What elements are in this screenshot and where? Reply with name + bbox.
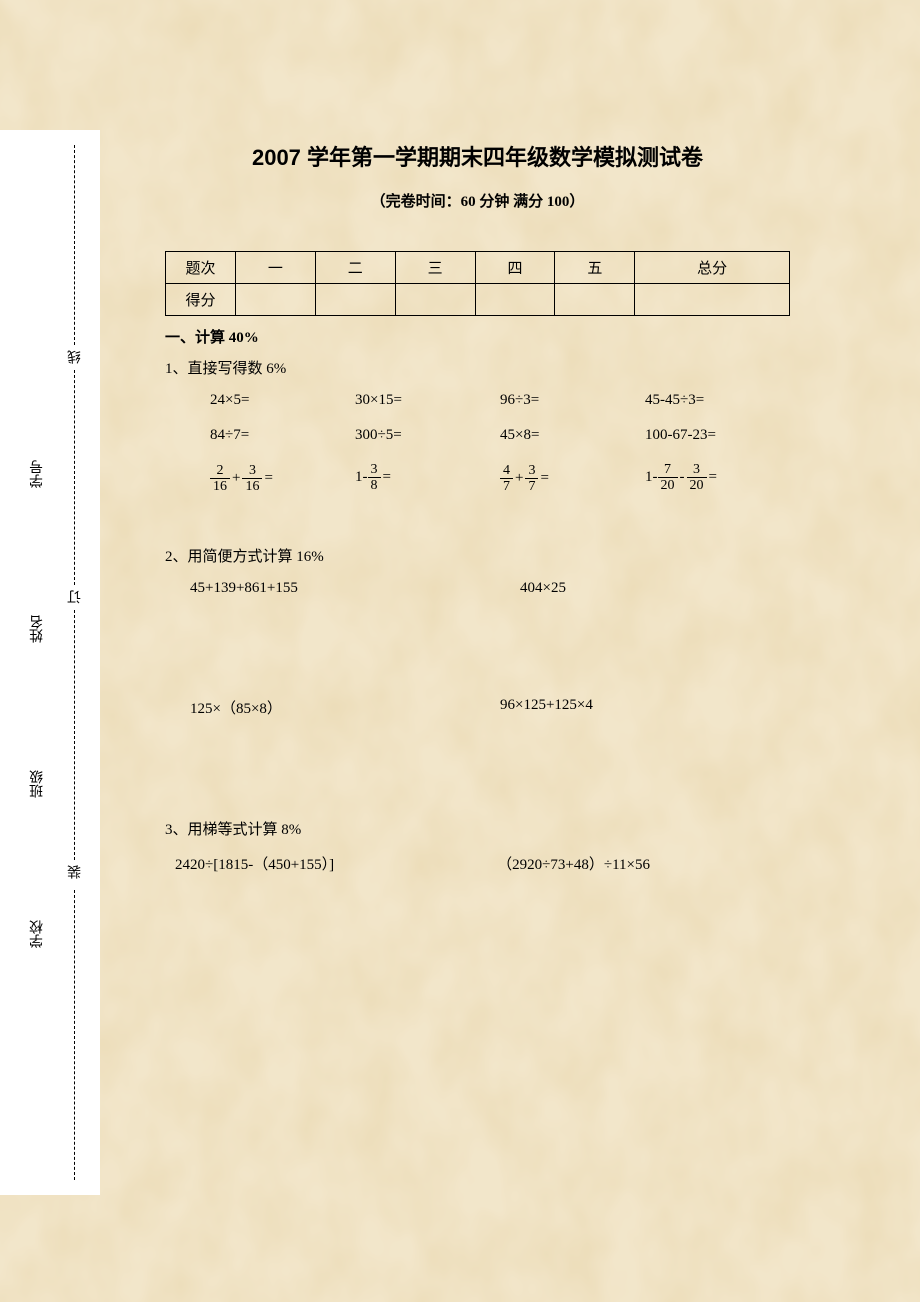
score-th-6: 总分 — [635, 252, 790, 284]
q2-p2-a: 125×（85×8） — [190, 697, 480, 718]
score-cell-3 — [395, 284, 475, 316]
q1-r2-c4: 100-67-23= — [645, 427, 790, 444]
score-th-3: 三 — [395, 252, 475, 284]
q1-frac-3: 47 + 37 = — [500, 462, 645, 495]
score-table: 题次 一 二 三 四 五 总分 得分 — [165, 251, 790, 316]
q1-row-1: 24×5= 30×15= 96÷3= 45-45÷3= — [165, 392, 790, 409]
q1-r1-c1: 24×5= — [210, 392, 355, 409]
page-content: 2007 学年第一学期期末四年级数学模拟测试卷 （完卷时间：60 分钟 满分 1… — [0, 0, 920, 874]
q1-frac-1: 216 + 316 = — [210, 462, 355, 495]
section1-heading: 一、计算 40% — [165, 326, 790, 347]
q2-p2-b: 96×125+125×4 — [480, 697, 790, 718]
binding-dashed-1 — [74, 890, 75, 1180]
q1-frac-2: 1- 38 = — [355, 462, 500, 495]
score-th-5: 五 — [555, 252, 635, 284]
q1-r2-c3: 45×8= — [500, 427, 645, 444]
score-row-label: 得分 — [166, 284, 236, 316]
q3-a: 2420÷[1815-（450+155）] — [175, 853, 497, 874]
q1-row-frac: 216 + 316 = 1- 38 = 47 + 37 = 1- — [165, 462, 790, 495]
q2-pair-1: 45+139+861+155 404×25 — [165, 580, 790, 597]
exam-title: 2007 学年第一学期期末四年级数学模拟测试卷 — [165, 140, 790, 172]
score-th-4: 四 — [475, 252, 555, 284]
exam-subtitle: （完卷时间：60 分钟 满分 100） — [165, 190, 790, 211]
q3-heading: 3、用梯等式计算 8% — [165, 818, 790, 839]
q1-r2-c2: 300÷5= — [355, 427, 500, 444]
q3-pair: 2420÷[1815-（450+155）] （2920÷73+48）÷11×56 — [165, 853, 790, 874]
q1-r1-c2: 30×15= — [355, 392, 500, 409]
q1-r1-c4: 45-45÷3= — [645, 392, 790, 409]
q1-r1-c3: 96÷3= — [500, 392, 645, 409]
score-cell-5 — [555, 284, 635, 316]
score-table-header-row: 题次 一 二 三 四 五 总分 — [166, 252, 790, 284]
score-cell-6 — [635, 284, 790, 316]
q3-b: （2920÷73+48）÷11×56 — [497, 853, 790, 874]
score-table-value-row: 得分 — [166, 284, 790, 316]
q1-frac-4: 1- 720 - 320 = — [645, 462, 790, 495]
q2-p1-a: 45+139+861+155 — [190, 580, 460, 597]
score-cell-1 — [236, 284, 316, 316]
q2-pair-2: 125×（85×8） 96×125+125×4 — [165, 697, 790, 718]
score-cell-2 — [315, 284, 395, 316]
score-th-2: 二 — [315, 252, 395, 284]
q2-p1-b: 404×25 — [460, 580, 790, 597]
q1-row-2: 84÷7= 300÷5= 45×8= 100-67-23= — [165, 427, 790, 444]
score-th-0: 题次 — [166, 252, 236, 284]
q1-heading: 1、直接写得数 6% — [165, 357, 790, 378]
score-cell-4 — [475, 284, 555, 316]
score-th-1: 一 — [236, 252, 316, 284]
q2-heading: 2、用简便方式计算 16% — [165, 545, 790, 566]
q1-r2-c1: 84÷7= — [210, 427, 355, 444]
